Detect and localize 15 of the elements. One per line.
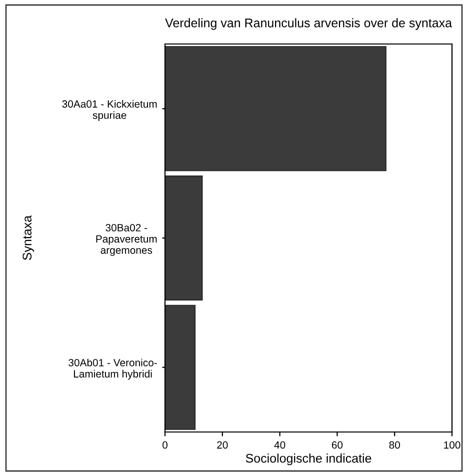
y-tick-label: 30Aa01 - Kickxietum spuriae — [62, 100, 157, 121]
bar — [165, 304, 196, 430]
x-tick-label: 0 — [162, 441, 168, 449]
x-tick-label: 60 — [332, 441, 343, 449]
x-tick-label: 40 — [274, 441, 286, 449]
x-tick-label: 20 — [217, 441, 228, 449]
x-axis-title: Sociologische indicatie — [246, 454, 372, 466]
x-tick-label: 100 — [444, 441, 460, 449]
chart-title: Verdeling van Ranunculus arvensis over de syntaxa — [165, 18, 452, 30]
y-axis-title: Syntaxa — [22, 215, 34, 260]
bar — [165, 46, 386, 172]
y-tick-label: 30Ab01 - Veronico- Lamietum hybridi — [68, 358, 157, 380]
x-tick-label: 80 — [389, 441, 400, 449]
bar — [165, 176, 203, 300]
y-tick-label: 30Ba02 - Papaveretum argemones — [96, 224, 157, 256]
